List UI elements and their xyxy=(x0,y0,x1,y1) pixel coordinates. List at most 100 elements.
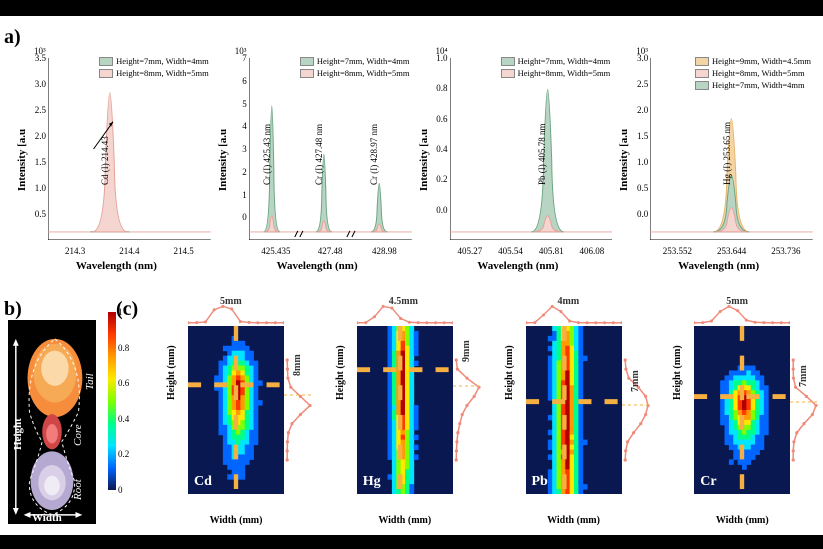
y-tick: 1 xyxy=(231,190,247,200)
legend-text: Height=8mm, Width=5mm xyxy=(116,68,209,79)
plot-axes: 01234567425.435427.48428.98Cr (I) 425.43… xyxy=(249,58,412,240)
legend-swatch xyxy=(300,69,314,78)
y-tick: 2.0 xyxy=(30,131,46,141)
legend-item: Height=9mm, Width=4.5mm xyxy=(695,56,811,67)
element-label: Pb xyxy=(532,474,548,490)
heatmap-row: 5mm0510246810128mmCdWidth (mm)Height (mm… xyxy=(142,300,817,530)
hm-y-label: Height (mm) xyxy=(504,345,515,400)
legend-swatch xyxy=(300,57,314,66)
legend-text: Height=8mm, Width=5mm xyxy=(317,68,410,79)
legend-swatch xyxy=(501,57,515,66)
y-axis-label: Intensity [a.u xyxy=(418,129,430,191)
flame-region-root: Root xyxy=(72,479,84,500)
spectra-row: 0.51.01.52.02.53.03.5214.3214.4214.5Cd (… xyxy=(18,50,817,270)
legend-swatch xyxy=(99,57,113,66)
y-tick: 3.0 xyxy=(30,79,46,89)
peak-label: Cr (I) 425.43 nm xyxy=(262,124,272,185)
heatmap-image: 051024681012 xyxy=(357,326,453,494)
plot-axes: 0.00.20.40.60.81.0405.27405.54405.81406.… xyxy=(450,58,613,240)
legend-item: Height=7mm, Width=4mm xyxy=(501,56,611,67)
legend-text: Height=8mm, Width=5mm xyxy=(712,68,805,79)
colorbar-panel: 00.20.40.60.81 xyxy=(106,300,136,530)
hm-x-label: Width (mm) xyxy=(357,515,453,526)
x-tick: 405.27 xyxy=(457,246,482,256)
colorbar-tick: 0.6 xyxy=(118,378,129,388)
legend: Height=7mm, Width=4mmHeight=8mm, Width=5… xyxy=(300,56,410,80)
colorbar-tick: 0.8 xyxy=(118,343,129,353)
y-exponent: 10³ xyxy=(235,46,247,56)
y-exponent: 10⁴ xyxy=(436,46,448,56)
legend-text: Height=7mm, Width=4mm xyxy=(116,56,209,67)
flame-image: Height Width Tail Core Root xyxy=(8,320,96,524)
bottom-row: Height Width Tail Core Root 00.20.40.60.… xyxy=(0,300,817,530)
legend-item: Height=8mm, Width=5mm xyxy=(501,68,611,79)
bottom-black-bar xyxy=(0,535,823,549)
legend-item: Height=7mm, Width=4mm xyxy=(695,80,811,91)
y-tick: 0.4 xyxy=(432,144,448,154)
y-tick: 5 xyxy=(231,99,247,109)
colorbar-tick: 0 xyxy=(118,485,123,495)
hm-y-label: Height (mm) xyxy=(166,345,177,400)
y-tick: 3 xyxy=(231,144,247,154)
legend-swatch xyxy=(99,69,113,78)
y-exponent: 10³ xyxy=(34,46,46,56)
legend-swatch xyxy=(695,57,709,66)
y-tick: 0.0 xyxy=(632,209,648,219)
hm-y-label: Height (mm) xyxy=(335,345,346,400)
top-profile xyxy=(188,304,284,326)
y-tick: 2.0 xyxy=(632,105,648,115)
x-tick: 405.54 xyxy=(498,246,523,256)
y-axis-label: Intensity [a.u xyxy=(16,129,28,191)
heatmap-Pb: 4mm0510246810127mmPbWidth (mm)Height (mm… xyxy=(480,300,649,530)
top-profile xyxy=(694,304,790,326)
legend-item: Height=7mm, Width=4mm xyxy=(99,56,209,67)
x-tick: 214.5 xyxy=(174,246,194,256)
legend-item: Height=8mm, Width=5mm xyxy=(300,68,410,79)
y-tick: 2 xyxy=(231,167,247,177)
y-tick: 0.5 xyxy=(30,209,46,219)
heatmap-Cd: 5mm0510246810128mmCdWidth (mm)Height (mm… xyxy=(142,300,311,530)
legend-text: Height=7mm, Width=4mm xyxy=(518,56,611,67)
right-profile xyxy=(284,326,312,494)
y-tick: 2.5 xyxy=(632,79,648,89)
y-tick: 1.0 xyxy=(30,183,46,193)
colorbar-tick: 0.4 xyxy=(118,414,129,424)
legend: Height=7mm, Width=4mmHeight=8mm, Width=5… xyxy=(501,56,611,80)
spectrum-svg xyxy=(450,58,613,240)
legend-text: Height=9mm, Width=4.5mm xyxy=(712,56,811,67)
top-black-bar xyxy=(0,0,823,16)
hm-x-label: Width (mm) xyxy=(526,515,622,526)
height-dim-label: 7mm xyxy=(630,370,641,392)
height-dim-label: 7mm xyxy=(798,366,809,388)
colorbar-gradient xyxy=(108,312,116,490)
flame-panel: Height Width Tail Core Root xyxy=(0,300,100,530)
x-axis-label: Wavelength (nm) xyxy=(477,260,558,272)
height-dim-label: 9mm xyxy=(461,340,472,362)
flame-width-label: Width xyxy=(32,512,62,524)
element-label: Hg xyxy=(363,474,381,490)
legend-text: Height=8mm, Width=5mm xyxy=(518,68,611,79)
peak-label: Cr (I) 427.48 nm xyxy=(314,124,324,185)
y-tick: 4 xyxy=(231,121,247,131)
flame-region-core: Core xyxy=(72,424,84,446)
x-tick: 427.48 xyxy=(318,246,343,256)
spectrum-Hg: 0.00.51.01.52.02.53.0253.552253.644253.7… xyxy=(620,50,817,270)
y-tick: 6 xyxy=(231,76,247,86)
y-tick: 0.2 xyxy=(432,174,448,184)
legend-text: Height=7mm, Width=4mm xyxy=(317,56,410,67)
right-profile xyxy=(622,326,650,494)
x-tick: 425.435 xyxy=(261,246,290,256)
x-tick: 406.08 xyxy=(580,246,605,256)
y-tick: 1.0 xyxy=(632,157,648,167)
spectrum-Cd: 0.51.01.52.02.53.03.5214.3214.4214.5Cd (… xyxy=(18,50,215,270)
element-label: Cr xyxy=(700,474,716,490)
hm-x-label: Width (mm) xyxy=(694,515,790,526)
legend-item: Height=8mm, Width=5mm xyxy=(99,68,209,79)
height-dim-label: 8mm xyxy=(292,354,303,376)
y-tick: 0.0 xyxy=(432,205,448,215)
legend-item: Height=8mm, Width=5mm xyxy=(695,68,811,79)
y-tick: 0.8 xyxy=(432,83,448,93)
legend: Height=9mm, Width=4.5mmHeight=8mm, Width… xyxy=(695,56,811,92)
y-tick: 2.5 xyxy=(30,105,46,115)
heatmap-Hg: 4.5mm0510246810129mmHgWidth (mm)Height (… xyxy=(311,300,480,530)
